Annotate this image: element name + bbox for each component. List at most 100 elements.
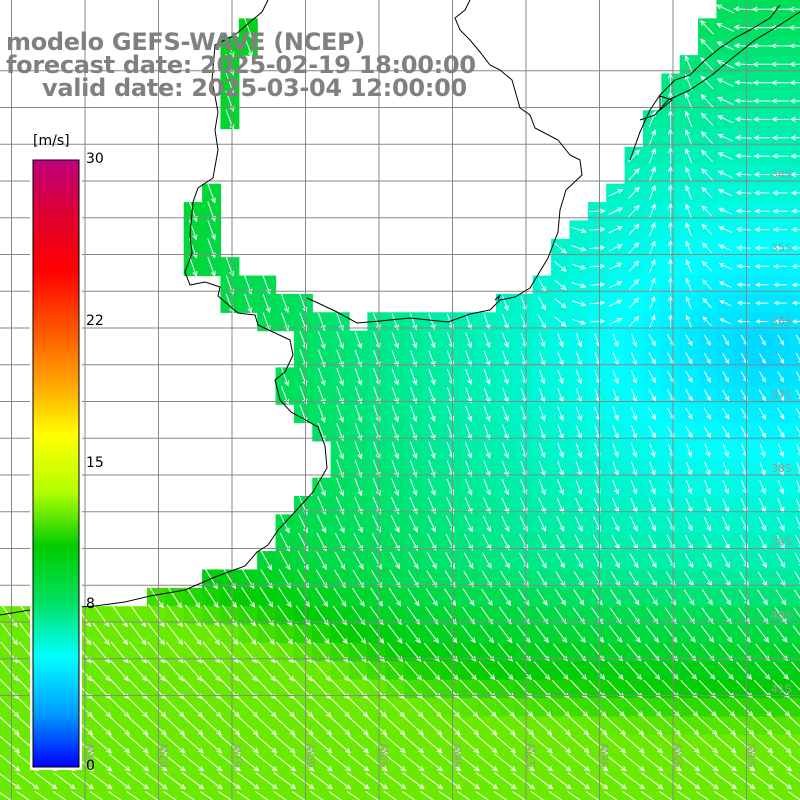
wind-arrow [556, 515, 565, 532]
wind-arrow [428, 331, 436, 349]
wind-arrow [336, 331, 344, 350]
wind-arrow [667, 147, 674, 165]
wind-arrow [678, 753, 701, 772]
wind-speed-cell [91, 789, 111, 800]
wind-arrow [697, 716, 718, 736]
wind-arrow [428, 441, 436, 460]
wind-arrow [477, 697, 497, 718]
wind-arrow [575, 406, 583, 422]
wind-arrow [391, 368, 399, 386]
wind-arrow [628, 297, 640, 309]
wind-arrow [793, 607, 800, 622]
wind-arrow [649, 240, 656, 255]
wind-speed-cell [789, 385, 800, 405]
wind-arrow [795, 498, 800, 511]
wind-arrow [790, 190, 800, 196]
wind-arrow [703, 407, 711, 420]
wind-arrow [789, 61, 800, 67]
wind-arrow [789, 716, 800, 728]
colorbar-tick-label: 0 [86, 758, 95, 774]
wind-arrow [777, 371, 785, 383]
wind-arrow [606, 697, 626, 717]
wind-arrow [292, 716, 314, 736]
wind-arrow [791, 643, 800, 654]
wind-arrow [703, 352, 711, 365]
wind-arrow [317, 331, 326, 350]
wind-arrow [622, 791, 636, 800]
wind-arrow [336, 404, 344, 423]
wind-arrow [668, 314, 673, 328]
wind-arrow [736, 263, 751, 269]
wind-arrow [755, 300, 769, 306]
wind-arrow [759, 334, 766, 346]
wind-arrow [516, 624, 531, 644]
wind-arrow [479, 624, 495, 644]
wind-arrow [554, 298, 567, 309]
wind-arrow [502, 442, 509, 459]
lagoon-outline [639, 11, 800, 121]
wind-speed-cell [789, 349, 800, 368]
wind-arrow [624, 698, 644, 717]
wind-arrow [218, 753, 242, 772]
wind-arrow [536, 570, 548, 588]
wind-arrow [391, 441, 399, 460]
wind-speed-cell [789, 459, 800, 479]
wind-arrow [753, 679, 772, 699]
wind-arrow [733, 43, 754, 49]
wind-arrow [667, 221, 674, 237]
wind-arrow [236, 791, 251, 800]
wind-arrow [518, 570, 529, 588]
wind-arrow [458, 716, 480, 736]
wind-arrow [754, 245, 769, 251]
wind-arrow [777, 425, 785, 439]
wind-arrow [663, 625, 678, 643]
wind-arrow [409, 423, 418, 441]
wind-arrow [612, 333, 619, 348]
wind-arrow [552, 661, 569, 681]
coastline-uruguay [306, 0, 583, 324]
wind-arrow [533, 679, 552, 699]
wind-arrow [407, 588, 420, 607]
wind-arrow [777, 407, 785, 420]
wind-arrow [497, 661, 514, 681]
wind-arrow [530, 791, 545, 800]
wind-arrow [701, 589, 713, 606]
wind-arrow [648, 425, 657, 439]
wind-speed-cell [734, 789, 754, 800]
wind-arrow [354, 404, 363, 423]
wind-arrow [648, 166, 656, 182]
wind-arrow [457, 772, 481, 790]
wind-arrow [769, 791, 783, 800]
wind-arrow [718, 281, 732, 288]
wind-arrow [685, 222, 692, 237]
wind-arrow [336, 477, 345, 497]
wind-speed-cell [789, 661, 800, 681]
wind-arrow [354, 349, 363, 368]
wind-arrow [163, 753, 186, 772]
wind-arrow [718, 207, 733, 215]
wind-arrow [384, 753, 407, 772]
wind-arrow [607, 661, 624, 680]
wind-arrow [608, 244, 623, 252]
wind-arrow [608, 281, 623, 289]
wind-speed-cell [422, 789, 442, 800]
wind-speed-cell [495, 789, 515, 800]
wind-arrow [732, 791, 747, 800]
wind-arrow [34, 772, 58, 790]
wind-arrow [630, 443, 638, 458]
wind-speed-cell [789, 367, 800, 387]
wind-arrow [389, 551, 401, 570]
wind-arrow [71, 772, 95, 790]
wind-arrow [428, 387, 436, 404]
wind-speed-cell [385, 789, 405, 800]
wind-speed-cell [789, 698, 800, 718]
wind-arrow [717, 189, 733, 197]
wind-arrow [219, 734, 241, 754]
wind-arrow [554, 588, 567, 606]
longitude-label: 62W [158, 743, 171, 768]
wind-arrow [696, 753, 719, 772]
wind-arrow [279, 550, 291, 571]
wind-arrow [459, 679, 478, 699]
wind-arrow [202, 660, 221, 682]
wind-arrow [316, 514, 327, 534]
